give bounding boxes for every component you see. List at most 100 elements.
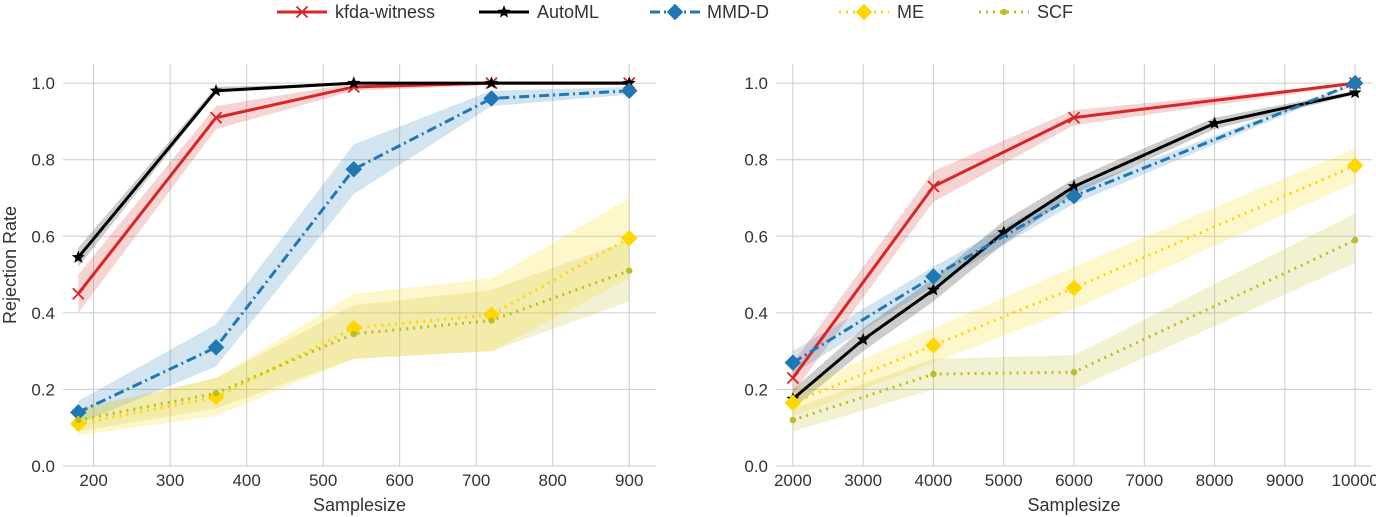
point-me	[1065, 279, 1083, 297]
grid	[776, 64, 1372, 467]
point-mmd-d	[483, 90, 500, 107]
legend: kfda-witness AutoML MMD-D ME SCF	[277, 2, 1073, 22]
point-mmd-d	[925, 268, 942, 285]
point-me	[925, 337, 942, 354]
legend-marker-kfda-witness	[295, 5, 309, 19]
legend-marker-scf	[1000, 8, 1008, 16]
x-tick-label: 3000	[844, 471, 882, 490]
point-me	[620, 229, 638, 247]
x-tick-label: 2000	[774, 471, 812, 490]
point-mmd-d	[620, 82, 638, 100]
point-scf	[930, 370, 937, 378]
y-tick-label: 0.2	[31, 380, 55, 399]
band-kfda-witness	[792, 83, 1356, 394]
point-me	[1346, 157, 1364, 174]
point-automl	[209, 83, 223, 97]
line-scf	[78, 269, 630, 422]
x-tick-label: 700	[462, 471, 490, 490]
y-tick-label: 0.8	[744, 151, 768, 170]
line-scf	[792, 238, 1356, 422]
point-mmd-d	[1346, 74, 1364, 92]
y-tick-label: 0.4	[31, 304, 55, 323]
point-kfda-witness	[72, 287, 85, 300]
legend-marker-me	[855, 3, 873, 21]
legend-label-automl: AutoML	[537, 2, 599, 22]
x-tick-label: 6000	[1055, 471, 1093, 490]
point-kfda-witness	[927, 180, 940, 193]
point-me	[69, 415, 87, 433]
point-automl	[1348, 85, 1362, 99]
point-mmd-d	[784, 354, 802, 371]
y-tick-label: 0.6	[744, 227, 768, 246]
point-scf	[789, 416, 797, 424]
x-tick-label: 400	[232, 471, 260, 490]
legend-entry-mmd-d: MMD-D	[650, 2, 769, 22]
y-tick-label: 0.4	[744, 304, 768, 323]
line-mmd-d	[77, 89, 630, 414]
grid	[63, 64, 656, 467]
y-tick-label: 1.0	[744, 74, 768, 93]
point-scf	[626, 267, 633, 274]
legend-label-me: ME	[897, 2, 924, 22]
point-me	[784, 394, 802, 412]
y-axis-label: Rejection Rate	[0, 206, 20, 324]
x-tick-label: 9000	[1266, 471, 1304, 490]
y-tick-label: 0.0	[31, 457, 55, 476]
line-mmd-d	[792, 81, 1356, 364]
line-kfda-witness	[791, 81, 1356, 379]
x-tick-label: 4000	[915, 471, 953, 490]
series-automl	[71, 76, 636, 263]
x-tick-label: 10000	[1331, 471, 1376, 490]
legend-label-scf: SCF	[1037, 2, 1073, 22]
x-tick-label: 8000	[1196, 471, 1234, 490]
point-scf	[488, 317, 495, 324]
series-me	[784, 157, 1364, 412]
x-tick-label: 200	[79, 471, 107, 490]
point-kfda-witness	[1067, 111, 1081, 124]
legend-label-mmd-d: MMD-D	[707, 2, 769, 22]
y-tick-label: 0.2	[744, 380, 768, 399]
point-automl	[71, 250, 85, 263]
x-tick-label: 500	[309, 471, 337, 490]
point-kfda-witness	[209, 111, 223, 124]
point-mmd-d	[345, 160, 363, 178]
point-mmd-d	[207, 338, 225, 356]
point-scf	[1351, 236, 1359, 244]
point-automl	[856, 332, 870, 346]
band-me	[78, 198, 630, 436]
y-tick-label: 1.0	[31, 74, 55, 93]
right-panel: 2000 3000 4000 5000 6000 7000 8000 9000 10000 0.0…	[744, 64, 1376, 515]
confidence-bands	[78, 83, 630, 436]
x-tick-label: 300	[156, 471, 184, 490]
series-scf	[75, 267, 633, 424]
left-panel: 200 300 400 500 600 700 800 900 0.0 0.2 0.4 0.6 0.8 1…	[0, 64, 656, 515]
legend-marker-mmd-d	[666, 3, 684, 21]
x-tick-label: 600	[385, 471, 413, 490]
point-scf	[350, 330, 357, 338]
point-mmd-d	[1065, 187, 1083, 205]
point-automl	[926, 283, 940, 296]
point-automl	[347, 76, 361, 89]
x-axis-label: Samplesize	[313, 495, 406, 515]
series-mmd-d	[784, 74, 1364, 371]
point-automl	[484, 76, 498, 89]
legend-entry-me: ME	[839, 2, 924, 22]
y-tick-label: 0.8	[31, 151, 55, 170]
series-mmd-d	[69, 82, 638, 421]
point-scf	[75, 416, 82, 424]
legend-marker-automl	[497, 5, 511, 18]
x-tick-label: 7000	[1125, 471, 1163, 490]
y-tick-label: 0.6	[31, 227, 55, 246]
x-tick-label: 800	[539, 471, 567, 490]
legend-entry-scf: SCF	[979, 2, 1073, 22]
x-tick-label: 900	[615, 471, 643, 490]
x-tick-label: 5000	[985, 471, 1023, 490]
legend-entry-kfda-witness: kfda-witness	[277, 2, 435, 22]
x-axis-label: Samplesize	[1027, 495, 1120, 515]
legend-entry-automl: AutoML	[479, 2, 599, 22]
point-automl	[1208, 116, 1222, 129]
y-tick-label: 0.0	[744, 457, 768, 476]
legend-label-kfda-witness: kfda-witness	[335, 2, 435, 22]
point-kfda-witness	[786, 371, 800, 385]
